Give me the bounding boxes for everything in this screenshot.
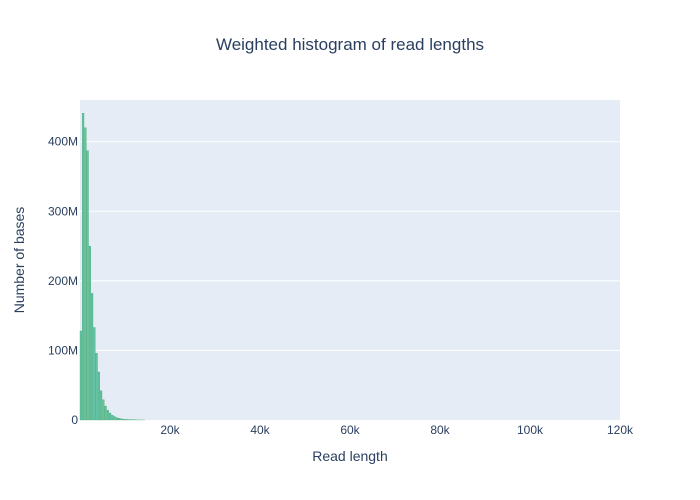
bars	[79, 113, 145, 421]
histogram-bar	[122, 418, 125, 421]
x-tick-label: 100k	[517, 423, 544, 437]
histogram-bar	[113, 416, 116, 421]
x-tick-label: 120k	[607, 423, 634, 437]
histogram-bar	[100, 390, 103, 421]
gridlines	[80, 141, 620, 351]
histogram-bar	[118, 418, 121, 421]
histogram-bar	[102, 399, 105, 421]
y-tick-label: 200M	[48, 274, 78, 288]
histogram-bar	[106, 410, 109, 421]
histogram-bar	[88, 245, 91, 421]
histogram-bar	[91, 293, 94, 421]
x-axis-ticks: 20k 40k 60k 80k 100k 120k	[160, 423, 634, 437]
histogram-bar	[120, 418, 123, 421]
y-tick-label: 300M	[48, 204, 78, 218]
y-axis-title: Number of bases	[11, 207, 27, 314]
y-tick-label: 100M	[48, 343, 78, 357]
x-tick-label: 20k	[160, 423, 180, 437]
histogram-bar	[115, 417, 118, 421]
x-tick-label: 60k	[340, 423, 360, 437]
y-tick-label: 0	[71, 413, 78, 427]
x-tick-label: 80k	[430, 423, 450, 437]
y-axis-ticks: 0 100M 200M 300M 400M	[48, 135, 78, 427]
histogram-bar	[84, 127, 87, 421]
histogram-bar	[124, 419, 127, 421]
histogram-bar	[104, 405, 107, 421]
histogram-bar	[95, 353, 98, 421]
histogram-bar	[109, 412, 112, 421]
x-axis-title: Read length	[312, 448, 388, 464]
histogram-bar	[79, 330, 82, 421]
histogram-bar	[97, 371, 100, 421]
y-tick-label: 400M	[48, 135, 78, 149]
histogram-bar	[82, 113, 85, 421]
histogram-bar	[86, 150, 89, 421]
chart-title: Weighted histogram of read lengths	[216, 35, 484, 54]
plot-area	[80, 100, 620, 420]
x-tick-label: 40k	[250, 423, 270, 437]
histogram-bar	[93, 327, 96, 421]
histogram-bar	[111, 414, 114, 421]
